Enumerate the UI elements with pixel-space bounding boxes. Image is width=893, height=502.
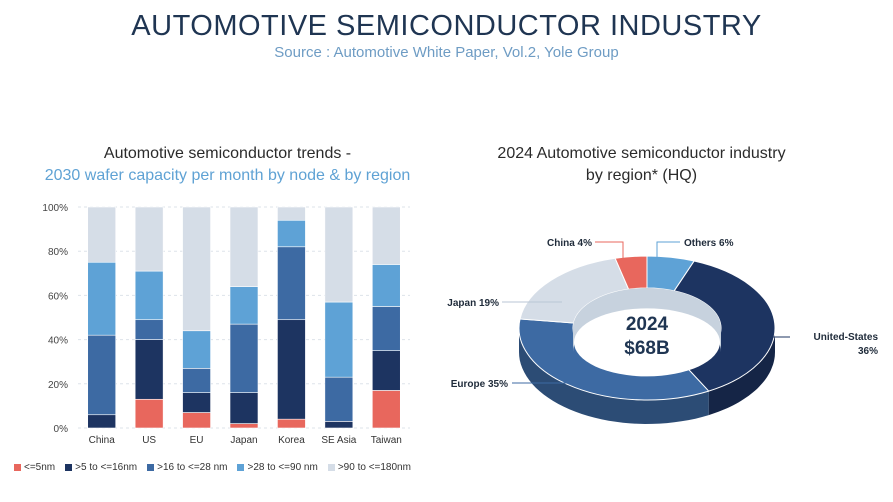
x-tick-label: US [142, 435, 156, 446]
bar-segment [87, 261, 117, 336]
slice-label-others: Others 6% [684, 238, 734, 249]
donut-center-year: 2024 [626, 314, 669, 335]
bar-segment [229, 323, 259, 393]
donut-chart-title-line1: 2024 Automotive semiconductor industry [497, 145, 786, 162]
bar-segment [134, 398, 164, 429]
y-tick-label: 60% [48, 291, 68, 302]
bar-chart-legend: <=5nm >5 to <=16nm >16 to <=28 nm >28 to <=… [14, 462, 411, 473]
bar-segment [371, 306, 401, 351]
y-tick-label: 40% [48, 336, 68, 347]
source-line: Source : Automotive White Paper, Vol.2, … [274, 44, 619, 61]
x-tick-label: Korea [278, 435, 305, 446]
x-tick-label: Japan [230, 435, 257, 446]
bar-chart-title: Automotive semiconductor trends - 2030 w… [0, 143, 455, 187]
bar-segment [371, 350, 401, 391]
bar-segment [87, 334, 117, 416]
bar-segment [87, 206, 117, 263]
bar-segment [182, 206, 211, 332]
bar-segment [182, 392, 211, 413]
bar-segment [134, 270, 164, 321]
legend-swatch [327, 464, 335, 471]
legend-label: >16 to <=28 nm [157, 462, 228, 473]
donut-side-wall [708, 328, 775, 416]
bar-segment [229, 286, 259, 325]
donut-inner-wall [573, 288, 721, 352]
stacked-bar-chart: 0% 20% 40% 60% 80% 100% China US EU Japan Korea SE … [42, 203, 410, 446]
page-title: AUTOMOTIVE SEMICONDUCTOR INDUSTRY [131, 10, 762, 42]
legend-item: >28 to <=90 nm [237, 462, 318, 473]
bar-segment [87, 414, 117, 429]
bar-segment [371, 264, 401, 307]
slice-label-japan: Japan 19% [447, 298, 499, 309]
leader-line-china [595, 241, 624, 268]
legend-swatch [65, 464, 73, 471]
donut-center-value: $68B [624, 338, 669, 359]
legend-swatch [14, 464, 21, 471]
bar-segment [277, 319, 306, 420]
bar-segment [277, 418, 306, 429]
slice-label-us-name: United-States [814, 332, 879, 343]
donut-chart-title-line2: by region* (HQ) [585, 167, 698, 184]
bar-segment [134, 206, 164, 272]
legend-swatch [237, 464, 245, 471]
legend-label: >28 to <=90 nm [247, 462, 318, 473]
legend-swatch [147, 464, 155, 471]
legend-item: >5 to <=16nm [65, 462, 137, 473]
x-tick-label: China [89, 435, 116, 446]
y-tick-label: 20% [48, 380, 68, 391]
y-tick-label: 0% [54, 424, 69, 435]
x-tick-label: Taiwan [371, 435, 402, 446]
bar-segment [134, 319, 164, 340]
legend-label: >5 to <=16nm [75, 462, 138, 473]
bar-segment [182, 330, 211, 369]
bar-segment [324, 301, 354, 378]
legend-label: >90 to <=180nm [337, 462, 411, 473]
donut-chart-title: 2024 Automotive semiconductor industry b… [440, 143, 843, 187]
slice-label-china: China 4% [547, 238, 592, 249]
legend-item: >90 to <=180nm [327, 462, 411, 473]
bar-segment [277, 219, 306, 248]
bar-segment [371, 390, 401, 429]
bar-segment [182, 412, 211, 429]
bar-segment [277, 246, 306, 321]
bar-segment [229, 423, 259, 429]
bar-segment [324, 376, 354, 422]
bar-segment [324, 206, 354, 303]
bar-segment [371, 206, 401, 265]
bar-segment [229, 206, 259, 287]
donut-chart: 2024 $68B China 4% Others 6% Japan 19% Europe… [447, 238, 879, 424]
x-tick-label: SE Asia [321, 435, 356, 446]
bar-segment [134, 339, 164, 400]
legend-label: <=5nm [24, 462, 56, 473]
bar-segment [229, 392, 259, 424]
leader-line-others [656, 241, 680, 264]
y-tick-label: 80% [48, 247, 68, 258]
y-tick-label: 100% [42, 203, 68, 214]
x-tick-label: EU [190, 435, 204, 446]
slice-label-europe: Europe 35% [451, 379, 508, 390]
legend-item: <=5nm [14, 462, 55, 473]
legend-item: >16 to <=28 nm [147, 462, 227, 473]
bar-chart-title-line1: Automotive semiconductor trends - [103, 145, 352, 162]
bar-segment [324, 421, 354, 429]
slice-label-us-value: 36% [858, 346, 878, 357]
donut-center-face [574, 308, 720, 377]
bar-segment [182, 368, 211, 393]
bar-chart-title-line2: 2030 wafer capacity per month by node & … [44, 167, 411, 184]
bar-segment [277, 206, 306, 221]
